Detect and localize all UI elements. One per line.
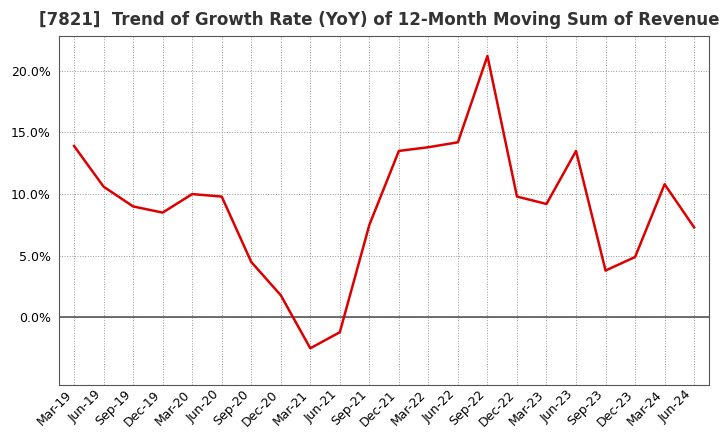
Title: [7821]  Trend of Growth Rate (YoY) of 12-Month Moving Sum of Revenues: [7821] Trend of Growth Rate (YoY) of 12-… [39,11,720,29]
